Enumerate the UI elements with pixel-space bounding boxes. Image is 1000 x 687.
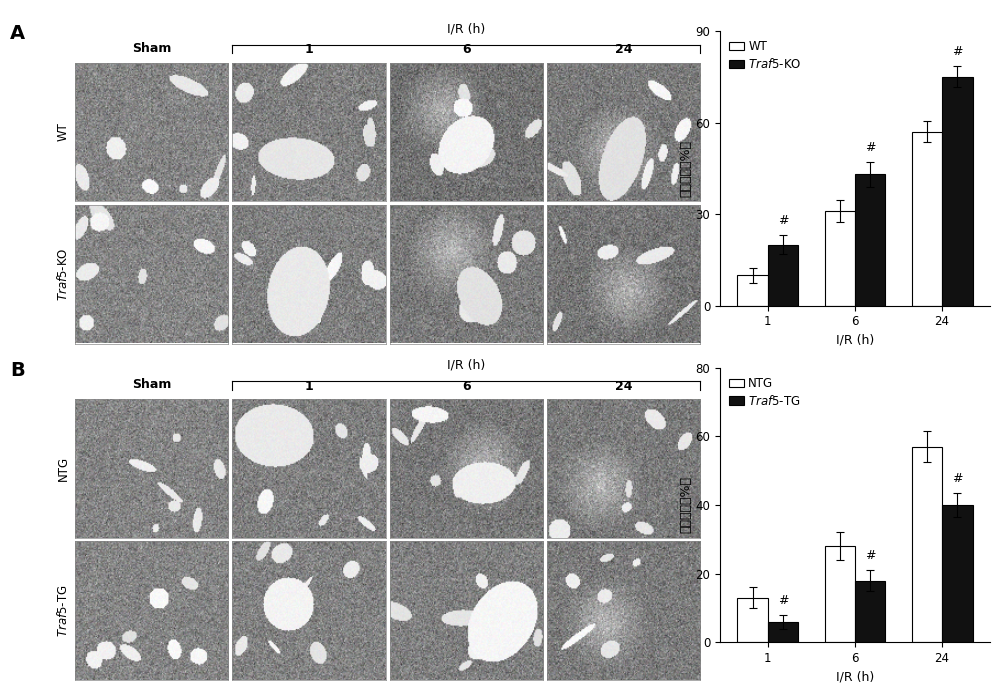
Bar — [768, 622, 798, 642]
Y-axis label: 棒死面积（%）: 棒死面积（%） — [680, 140, 693, 196]
Text: NTG: NTG — [57, 456, 70, 481]
Bar — [825, 211, 855, 306]
Bar — [912, 132, 942, 306]
Text: Sham: Sham — [132, 41, 171, 54]
Text: #: # — [778, 594, 788, 607]
Text: #: # — [865, 141, 875, 154]
Bar — [942, 77, 973, 306]
Text: $\mathit{Traf5}$-TG: $\mathit{Traf5}$-TG — [56, 585, 70, 637]
Bar — [912, 447, 942, 642]
Legend: NTG, $\mathit{Traf5}$-TG: NTG, $\mathit{Traf5}$-TG — [726, 374, 804, 411]
Bar — [942, 505, 973, 642]
Text: 24: 24 — [615, 380, 632, 393]
Text: #: # — [952, 45, 963, 58]
Legend: WT, $\mathit{Traf5}$-KO: WT, $\mathit{Traf5}$-KO — [726, 37, 805, 74]
Bar — [855, 581, 885, 642]
Bar — [768, 245, 798, 306]
X-axis label: I/R (h): I/R (h) — [836, 334, 874, 347]
Y-axis label: 棒死面积（%）: 棒死面积（%） — [680, 477, 693, 533]
Text: I/R (h): I/R (h) — [447, 22, 485, 35]
Bar — [855, 174, 885, 306]
Text: WT: WT — [57, 122, 70, 142]
Text: $\mathit{Traf5}$-KO: $\mathit{Traf5}$-KO — [56, 247, 70, 301]
Bar — [737, 275, 768, 306]
Text: B: B — [10, 361, 25, 380]
Text: 1: 1 — [304, 43, 313, 56]
Bar — [737, 598, 768, 642]
Text: #: # — [778, 214, 788, 227]
Text: #: # — [865, 549, 875, 562]
Text: 6: 6 — [462, 380, 470, 393]
Text: Sham: Sham — [132, 378, 171, 391]
Text: A: A — [10, 24, 25, 43]
Text: 6: 6 — [462, 43, 470, 56]
Bar — [825, 546, 855, 642]
Text: I/R (h): I/R (h) — [447, 359, 485, 372]
Text: 1: 1 — [304, 380, 313, 393]
Text: #: # — [952, 472, 963, 485]
Text: 24: 24 — [615, 43, 632, 56]
X-axis label: I/R (h): I/R (h) — [836, 671, 874, 684]
